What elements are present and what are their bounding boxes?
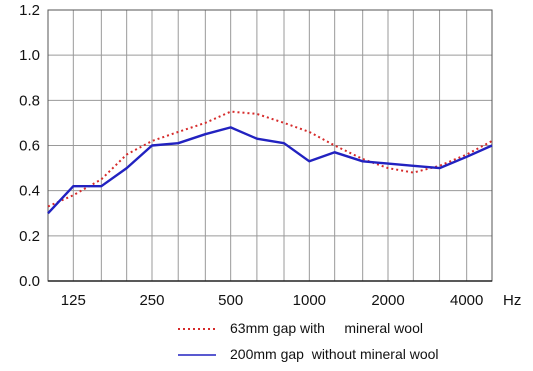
legend-label-2: 200mm gap without mineral wool — [230, 346, 439, 362]
y-tick-label: 0.8 — [19, 92, 40, 109]
y-tick-label: 1.2 — [19, 2, 40, 19]
x-tick-label: 2000 — [371, 292, 404, 309]
x-tick-label: 4000 — [450, 292, 483, 309]
series-line-2 — [47, 126, 493, 215]
x-tick-label: 250 — [139, 292, 164, 309]
grid — [48, 9, 492, 281]
x-tick-label: 500 — [218, 292, 243, 309]
x-tick-label: 1000 — [293, 292, 326, 309]
x-unit-label: Hz — [503, 292, 521, 309]
y-axis-ticks: 0.0 0.2 0.4 0.6 0.8 1.0 1.2 — [19, 2, 40, 290]
y-tick-label: 0.0 — [19, 273, 40, 290]
legend: 63mm gap with mineral wool 200mm gap with… — [178, 320, 439, 362]
y-tick-label: 0.4 — [19, 183, 40, 200]
y-tick-label: 1.0 — [19, 47, 40, 64]
x-axis-ticks: 125 250 500 1000 2000 4000 Hz — [61, 292, 522, 309]
y-tick-label: 0.2 — [19, 228, 40, 245]
series-line-1 — [47, 110, 493, 208]
series-layer — [47, 110, 493, 215]
y-tick-label: 0.6 — [19, 138, 40, 155]
legend-label-1: 63mm gap with mineral wool — [230, 320, 423, 336]
x-tick-label: 125 — [61, 292, 86, 309]
